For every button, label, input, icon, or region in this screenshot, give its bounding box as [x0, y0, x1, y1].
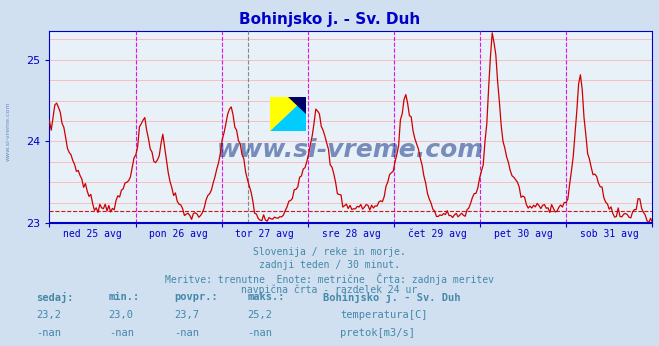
Text: sob 31 avg: sob 31 avg: [580, 229, 639, 238]
Text: pet 30 avg: pet 30 avg: [494, 229, 553, 238]
Text: -nan: -nan: [36, 328, 61, 338]
Text: 23,7: 23,7: [175, 310, 200, 320]
Text: maks.:: maks.:: [247, 292, 285, 302]
Text: Slovenija / reke in morje.: Slovenija / reke in morje.: [253, 247, 406, 257]
Text: -nan: -nan: [109, 328, 134, 338]
Text: Bohinjsko j. - Sv. Duh: Bohinjsko j. - Sv. Duh: [239, 12, 420, 27]
Text: povpr.:: povpr.:: [175, 292, 218, 302]
Text: 23,0: 23,0: [109, 310, 134, 320]
Text: 23,2: 23,2: [36, 310, 61, 320]
Text: navpična črta - razdelek 24 ur: navpična črta - razdelek 24 ur: [241, 285, 418, 295]
Text: sedaj:: sedaj:: [36, 292, 74, 303]
Text: www.si-vreme.com: www.si-vreme.com: [217, 138, 484, 162]
Text: Bohinjsko j. - Sv. Duh: Bohinjsko j. - Sv. Duh: [323, 292, 461, 303]
Text: 25,2: 25,2: [247, 310, 272, 320]
Polygon shape: [270, 97, 306, 131]
Text: čet 29 avg: čet 29 avg: [408, 228, 467, 239]
Text: -nan: -nan: [247, 328, 272, 338]
Text: sre 28 avg: sre 28 avg: [322, 229, 380, 238]
Text: zadnji teden / 30 minut.: zadnji teden / 30 minut.: [259, 260, 400, 270]
Text: min.:: min.:: [109, 292, 140, 302]
Text: www.si-vreme.com: www.si-vreme.com: [5, 102, 11, 161]
Text: temperatura[C]: temperatura[C]: [340, 310, 428, 320]
Text: pon 26 avg: pon 26 avg: [149, 229, 208, 238]
Text: tor 27 avg: tor 27 avg: [235, 229, 294, 238]
Polygon shape: [270, 97, 306, 131]
Text: -nan: -nan: [175, 328, 200, 338]
Polygon shape: [289, 97, 306, 114]
Text: ned 25 avg: ned 25 avg: [63, 229, 122, 238]
Text: Meritve: trenutne  Enote: metrične  Črta: zadnja meritev: Meritve: trenutne Enote: metrične Črta: …: [165, 273, 494, 285]
Text: pretok[m3/s]: pretok[m3/s]: [340, 328, 415, 338]
